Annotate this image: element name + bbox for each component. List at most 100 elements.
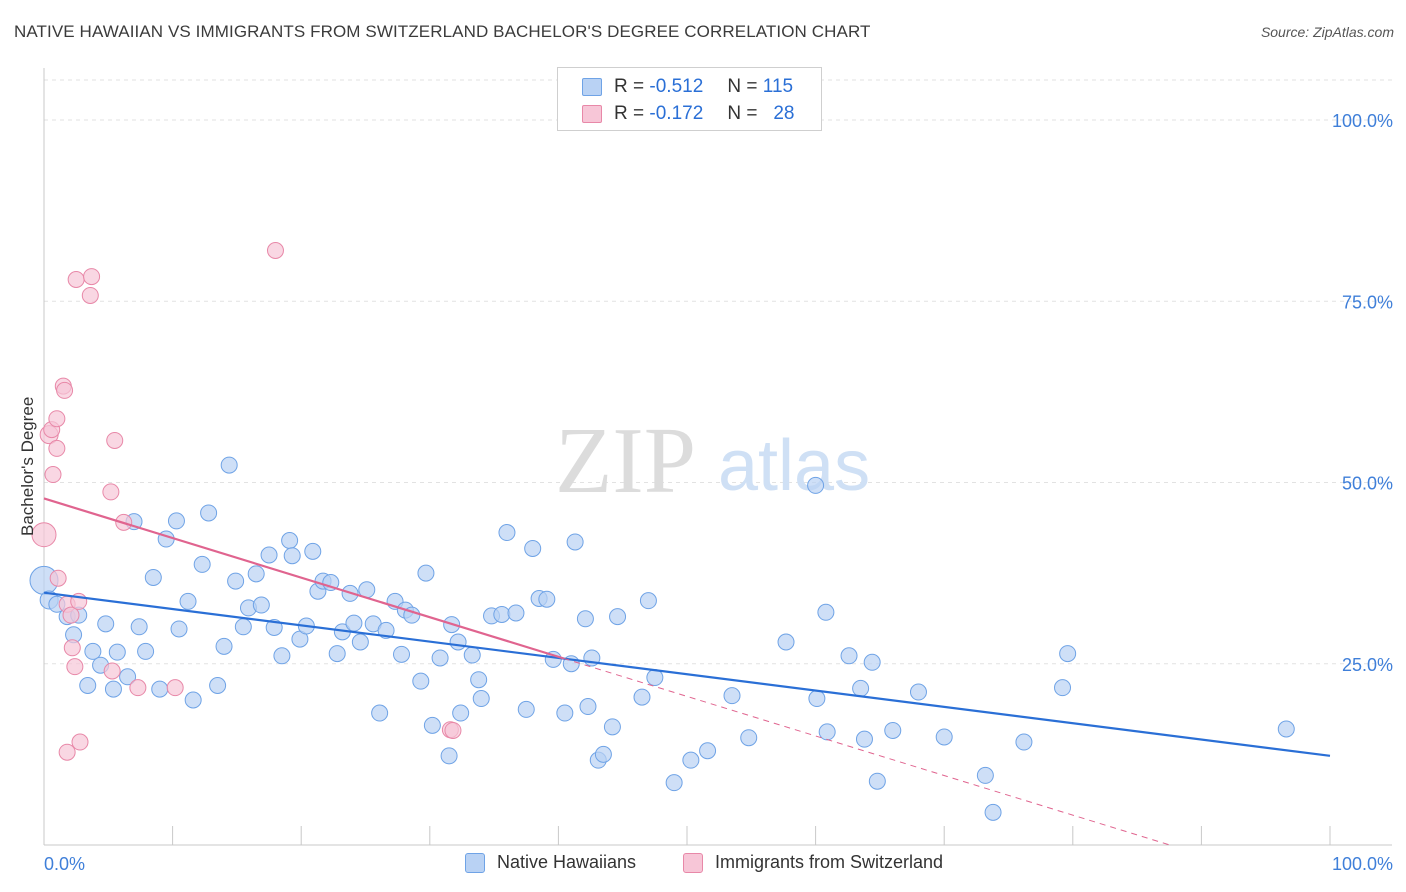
data-point-native-hawaiians: [371, 704, 389, 722]
data-point-native-hawaiians: [808, 690, 826, 708]
data-point-native-hawaiians: [84, 642, 102, 660]
data-point-switzerland: [63, 639, 81, 657]
data-point-native-hawaiians: [639, 592, 657, 610]
legend-swatch-pink: [582, 105, 602, 123]
series-legend-native-hawaiians: Native Hawaiians: [465, 852, 636, 873]
data-point-native-hawaiians: [417, 564, 435, 582]
legend-r-value: -0.172: [649, 103, 704, 124]
y-tick-label: 75.0%: [1342, 292, 1393, 312]
watermark: ZIP atlas: [555, 409, 870, 513]
data-point-native-hawaiians: [498, 524, 516, 542]
data-point-native-hawaiians: [556, 704, 574, 722]
legend-row-native-hawaiians: R = -0.512 N = 115: [582, 75, 793, 99]
data-point-switzerland: [106, 431, 124, 449]
data-point-native-hawaiians: [281, 532, 299, 549]
y-tick-label: 100.0%: [1332, 111, 1393, 131]
data-point-switzerland: [166, 679, 184, 697]
data-point-native-hawaiians: [130, 618, 148, 636]
data-point-native-hawaiians: [594, 745, 612, 763]
data-point-native-hawaiians: [807, 476, 825, 494]
data-point-native-hawaiians: [603, 718, 621, 736]
data-point-switzerland: [266, 242, 284, 259]
trend-lines: [43, 497, 1331, 846]
data-point-native-hawaiians: [440, 747, 458, 765]
watermark-atlas: atlas: [718, 426, 870, 506]
legend-r-value: -0.512: [649, 76, 704, 97]
series-legend-label: Immigrants from Switzerland: [715, 852, 944, 872]
data-point-native-hawaiians: [884, 721, 902, 739]
data-point-native-hawaiians: [220, 456, 238, 474]
data-point-native-hawaiians: [1277, 720, 1295, 738]
data-point-native-hawaiians: [137, 642, 155, 660]
data-point-native-hawaiians: [609, 608, 627, 626]
data-point-native-hawaiians: [273, 647, 291, 665]
data-point-switzerland: [102, 483, 120, 501]
data-point-native-hawaiians: [431, 649, 449, 667]
data-point-native-hawaiians: [200, 504, 218, 522]
legend-n-value: 115: [762, 76, 794, 97]
data-point-switzerland: [62, 606, 80, 624]
data-point-switzerland: [49, 569, 67, 587]
data-point-native-hawaiians: [170, 620, 188, 638]
data-point-switzerland: [67, 271, 85, 288]
data-point-switzerland: [103, 662, 121, 680]
y-tick-label: 50.0%: [1342, 474, 1393, 494]
legend-r-label: R =: [614, 103, 645, 124]
data-point-native-hawaiians: [855, 730, 873, 748]
legend-n-label: N =: [727, 76, 758, 97]
legend-row-switzerland: R = -0.172 N = 28: [582, 102, 794, 126]
data-point-native-hawaiians: [935, 728, 953, 746]
series-legend-label: Native Hawaiians: [497, 852, 637, 872]
series-swatch-pink: [683, 852, 703, 873]
data-point-native-hawaiians: [79, 677, 97, 694]
data-point-native-hawaiians: [493, 605, 511, 623]
series-swatch-blue: [465, 852, 485, 873]
x-tick-label: 0.0%: [44, 854, 85, 874]
data-point-native-hawaiians: [517, 700, 535, 718]
data-point-native-hawaiians: [144, 568, 162, 586]
data-point-native-hawaiians: [423, 716, 441, 734]
data-point-native-hawaiians: [463, 646, 481, 664]
data-point-native-hawaiians: [452, 704, 470, 722]
data-point-native-hawaiians: [345, 614, 363, 632]
y-axis-label: Bachelor's Degree: [18, 396, 37, 536]
data-point-native-hawaiians: [252, 596, 270, 614]
data-point-native-hawaiians: [1054, 679, 1072, 697]
data-point-native-hawaiians: [234, 618, 252, 636]
data-point-native-hawaiians: [472, 690, 490, 708]
data-point-native-hawaiians: [507, 604, 525, 622]
data-point-native-hawaiians: [633, 688, 651, 706]
data-point-switzerland: [48, 410, 66, 428]
data-points: [29, 242, 1295, 821]
legend-n-value: 28: [773, 103, 795, 124]
legend-swatch-blue: [582, 78, 602, 96]
data-point-native-hawaiians: [328, 645, 346, 663]
data-point-native-hawaiians: [777, 633, 795, 651]
data-point-switzerland: [48, 439, 66, 457]
data-point-native-hawaiians: [1059, 645, 1077, 663]
data-point-native-hawaiians: [215, 637, 233, 655]
data-point-native-hawaiians: [524, 539, 542, 557]
axes: [43, 68, 1392, 846]
data-point-native-hawaiians: [179, 592, 197, 610]
data-point-native-hawaiians: [167, 512, 185, 530]
y-tick-label: 25.0%: [1342, 655, 1393, 675]
data-point-native-hawaiians: [247, 565, 265, 583]
data-point-native-hawaiians: [227, 572, 245, 590]
data-point-native-hawaiians: [119, 668, 137, 686]
data-point-native-hawaiians: [449, 633, 467, 651]
legend-r-label: R =: [614, 76, 645, 97]
data-point-switzerland: [71, 733, 89, 751]
series-legend-switzerland: Immigrants from Switzerland: [683, 852, 943, 873]
data-point-native-hawaiians: [576, 610, 594, 628]
data-point-native-hawaiians: [1015, 733, 1033, 751]
data-point-native-hawaiians: [817, 603, 835, 621]
data-point-native-hawaiians: [984, 803, 1002, 821]
data-point-native-hawaiians: [97, 615, 115, 633]
data-point-native-hawaiians: [108, 643, 126, 661]
data-point-native-hawaiians: [976, 766, 994, 784]
data-point-native-hawaiians: [579, 698, 597, 716]
data-point-native-hawaiians: [665, 774, 683, 792]
data-point-switzerland: [444, 721, 462, 739]
data-point-switzerland: [56, 381, 74, 399]
